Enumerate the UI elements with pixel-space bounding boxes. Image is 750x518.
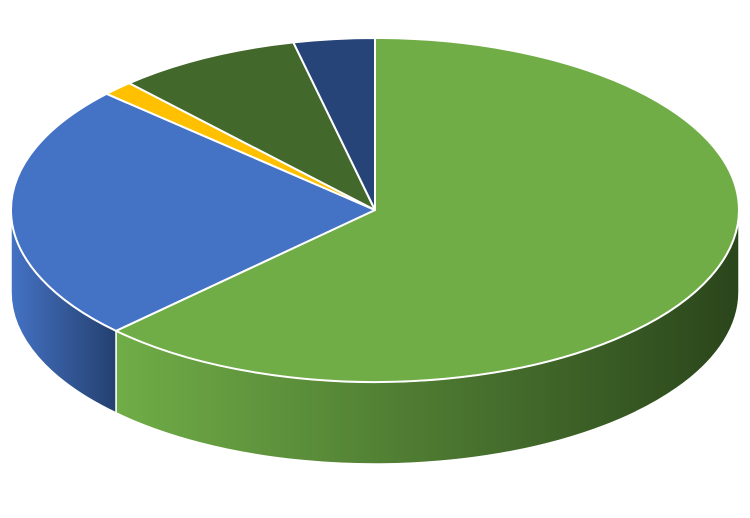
- pie-slice-5: [292, 37, 376, 211]
- pie-slice-2: [9, 92, 376, 332]
- pie-top-layer: [9, 37, 740, 383]
- pie-slice-1: [115, 37, 740, 383]
